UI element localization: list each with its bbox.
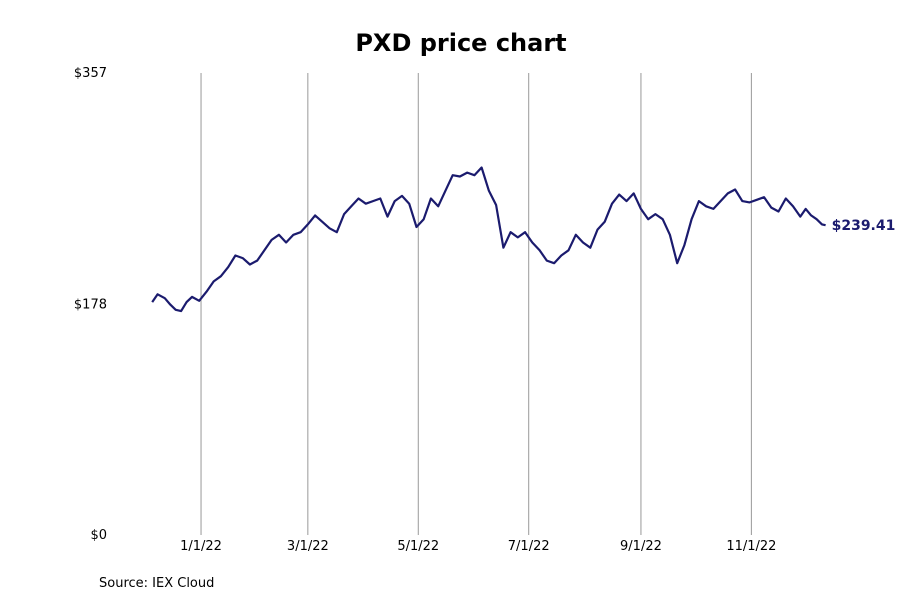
y-axis-ticks: $357 $178 $0 (74, 66, 107, 543)
y-tick-label: $178 (74, 298, 107, 313)
x-tick-label: 1/1/22 (180, 539, 222, 554)
x-tick-label: 9/1/22 (620, 539, 662, 554)
chart-title: PXD price chart (355, 29, 566, 57)
grid-layer (200, 73, 752, 535)
x-tick-label: 11/1/22 (726, 539, 776, 554)
x-axis-ticks: 1/1/22 3/1/22 5/1/22 7/1/22 9/1/22 11/1/22 (180, 539, 776, 554)
x-tick-label: 3/1/22 (287, 539, 329, 554)
source-label: Source: IEX Cloud (99, 576, 214, 591)
x-tick-label: 7/1/22 (508, 539, 550, 554)
y-tick-label: $0 (90, 528, 107, 543)
price-line (151, 166, 826, 313)
y-tick-label: $357 (74, 66, 107, 81)
x-tick-label: 5/1/22 (397, 539, 439, 554)
last-price-label: $239.41 (832, 218, 896, 234)
